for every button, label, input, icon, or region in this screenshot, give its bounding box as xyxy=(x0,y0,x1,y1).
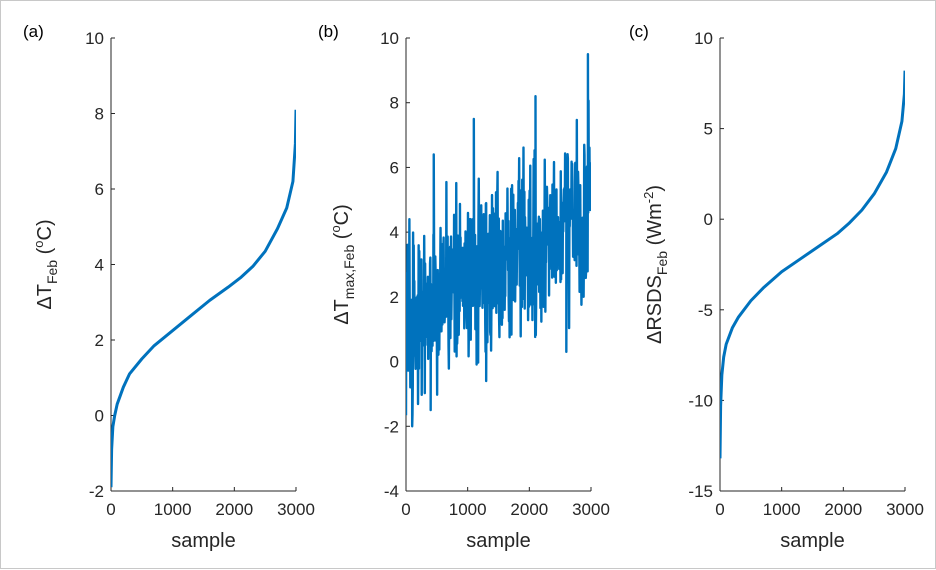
x-tick-label: 0 xyxy=(401,500,410,519)
panel-label: (c) xyxy=(629,22,649,41)
panel-2: -4 -2 0 2 4 6 8 10 0 1000 2000 3000 (b) sample ΔTmax,F… xyxy=(318,22,610,552)
y-tick-label: 2 xyxy=(95,331,104,350)
y-axis-label: ΔTmax,Feb (oC) xyxy=(328,204,357,325)
y-tick-label: 0 xyxy=(95,407,104,426)
y-tick-label: 2 xyxy=(390,288,399,307)
y-tick-label: -10 xyxy=(688,391,713,410)
x-tick-label: 2000 xyxy=(215,500,253,519)
y-tick-label: 10 xyxy=(380,29,399,48)
panel-label: (b) xyxy=(318,22,339,41)
panel-label: (a) xyxy=(23,22,44,41)
y-tick-label: 8 xyxy=(95,105,104,124)
y-tick-label: 10 xyxy=(694,29,713,48)
y-tick-label: -15 xyxy=(688,482,713,501)
y-tick-label: -4 xyxy=(384,482,399,501)
series-line xyxy=(406,52,591,428)
x-tick-label: 0 xyxy=(106,500,115,519)
x-tick-label: 2000 xyxy=(510,500,548,519)
y-tick-label: -2 xyxy=(89,482,104,501)
x-tick-label: 1000 xyxy=(449,500,487,519)
x-tick-label: 3000 xyxy=(572,500,610,519)
y-tick-label: 10 xyxy=(85,29,104,48)
x-tick-label: 1000 xyxy=(154,500,192,519)
y-axis-label: ΔTFeb (oC) xyxy=(31,219,60,309)
panel-3: -15 -10 -5 0 5 10 0 1000 2000 3000 (c) sample ΔRSDSF… xyxy=(629,22,924,552)
y-tick-label: 4 xyxy=(95,256,104,275)
x-axis-label: sample xyxy=(171,530,235,552)
y-tick-label: -5 xyxy=(698,301,713,320)
series-line xyxy=(111,109,296,488)
y-tick-label: 0 xyxy=(704,210,713,229)
x-tick-label: 2000 xyxy=(824,500,862,519)
y-axis-label: ΔRSDSFeb (Wm-2) xyxy=(641,185,670,344)
x-tick-label: 1000 xyxy=(763,500,801,519)
x-axis-label: sample xyxy=(780,530,844,552)
y-tick-label: 5 xyxy=(704,120,713,139)
y-tick-label: 0 xyxy=(390,353,399,372)
y-tick-label: 8 xyxy=(390,94,399,113)
x-tick-label: 3000 xyxy=(277,500,315,519)
y-tick-label: 4 xyxy=(390,223,399,242)
x-tick-label: 0 xyxy=(715,500,724,519)
series-line xyxy=(720,70,905,459)
y-tick-label: 6 xyxy=(95,180,104,199)
y-tick-label: -2 xyxy=(384,417,399,436)
x-axis-label: sample xyxy=(466,530,530,552)
y-tick-label: 6 xyxy=(390,158,399,177)
x-tick-label: 3000 xyxy=(886,500,924,519)
